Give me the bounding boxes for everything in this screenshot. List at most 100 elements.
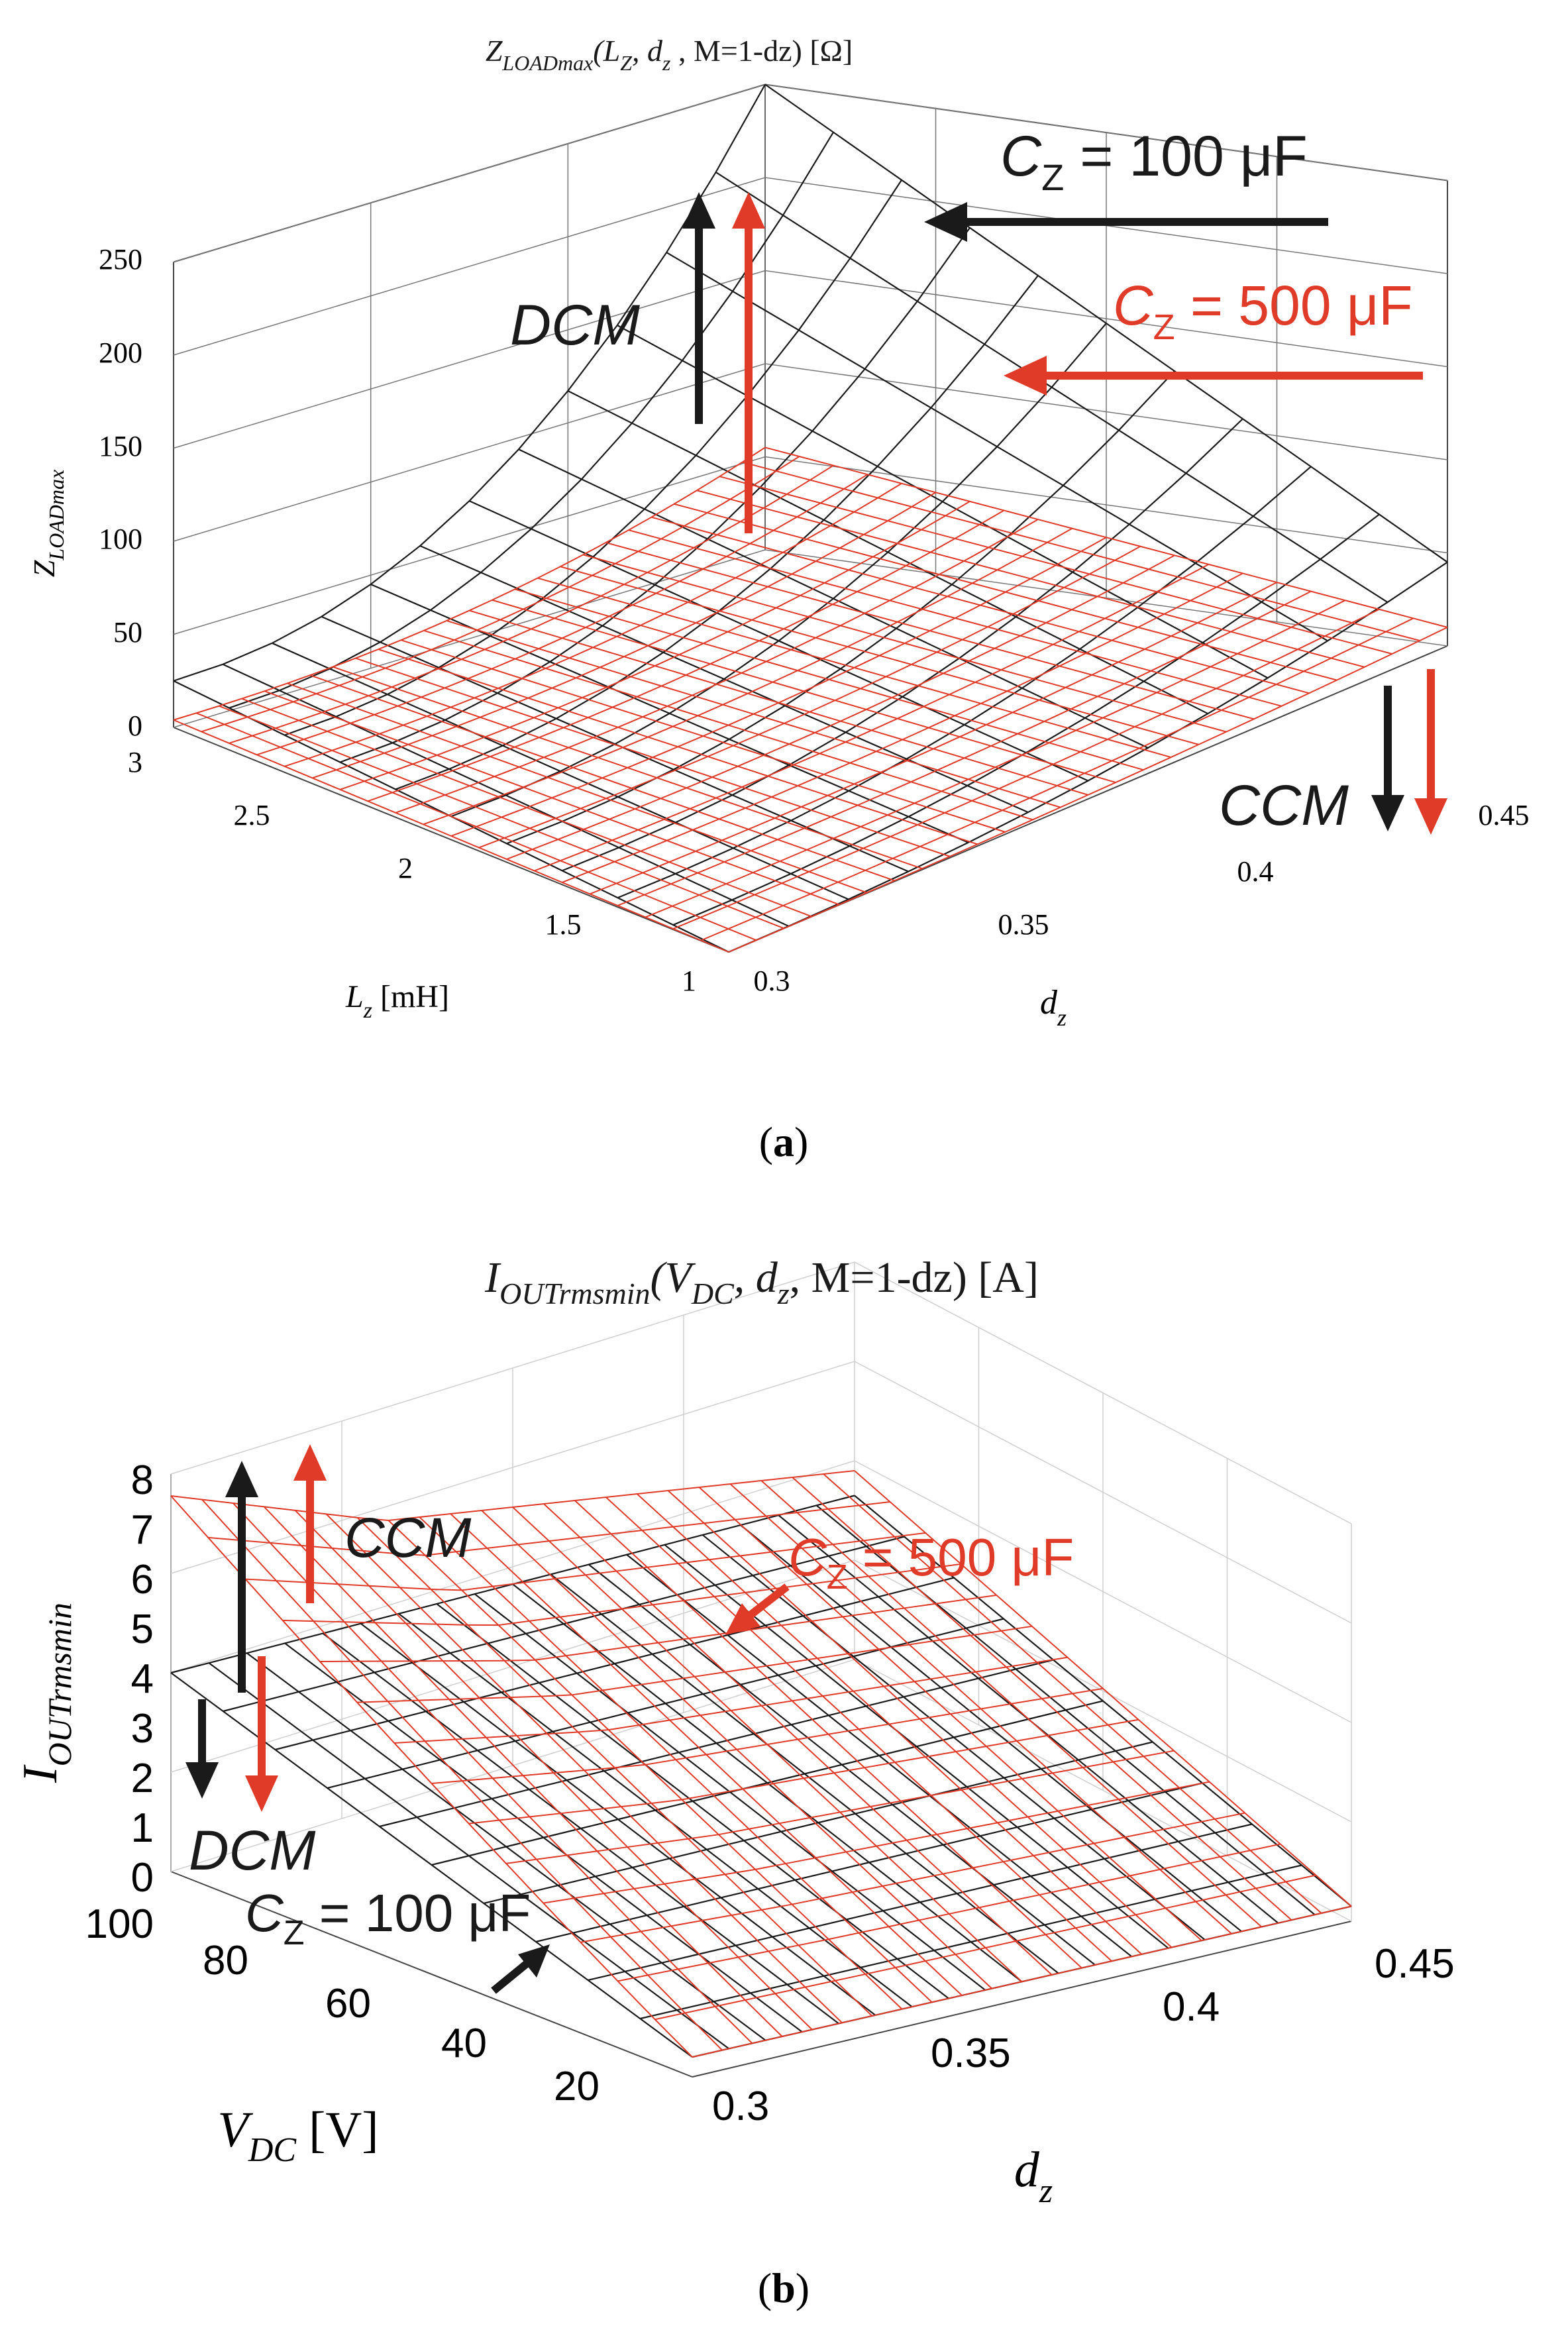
chart-b-surface-cz100-line bbox=[626, 1554, 1133, 1958]
chart-b-ccm-label: CCM bbox=[344, 1507, 471, 1569]
chart-a-surface-cz100-line bbox=[567, 390, 1208, 715]
chart-b-surface-cz100-line bbox=[740, 1524, 1242, 1932]
chart-a-surface-cz100-line bbox=[764, 83, 1448, 563]
chart-b-surface-cz500-line bbox=[325, 1513, 843, 2024]
chart-b-surface-cz500-line bbox=[543, 1503, 1053, 1976]
chart-b-surface-cz500-line bbox=[431, 1687, 1104, 1785]
chart-b-surface-cz100-line bbox=[854, 1495, 1352, 1907]
chart-a-ccm-label: CCM bbox=[1219, 774, 1349, 837]
chart-b-surface-cz500-line bbox=[617, 1843, 1281, 1982]
chart-b-surface-cz500-line bbox=[481, 1510, 992, 1989]
chart-a-z-label: ZLOADmax bbox=[27, 470, 68, 577]
chart-a-surface-cz100-line bbox=[506, 370, 1175, 845]
chart-a-surface-cz500-line bbox=[560, 566, 1199, 745]
chart-a-y-label: dz bbox=[1040, 984, 1067, 1031]
chart-a-cz100-label: CZ = 100 μF bbox=[1000, 125, 1308, 198]
chart-b-surface-cz500-line bbox=[729, 1483, 1232, 1934]
chart-a-z-tick: 0 bbox=[128, 710, 142, 742]
chart-a-surface-cz500-line bbox=[229, 464, 834, 744]
chart-a-surface-cz500-line bbox=[537, 577, 1171, 758]
chart-b-surface-cz500-line bbox=[170, 1495, 693, 2058]
chart-b-z-gridline bbox=[170, 1460, 1352, 1723]
chart-a-ccm-arrow-black bbox=[1371, 686, 1404, 831]
chart-a-dcm-label: DCM bbox=[510, 293, 640, 357]
chart-a-surface-cz500-line bbox=[628, 529, 1282, 707]
chart-a-surface-cz500-line bbox=[355, 657, 951, 857]
chart-b-surface-cz100-line bbox=[360, 1622, 876, 2016]
chart-a-surface-cz500 bbox=[173, 447, 1448, 953]
chart-b-dcm-arrow-red bbox=[245, 1656, 278, 1812]
chart-a-dcm-arrow-black bbox=[682, 192, 715, 424]
chart-b-surface-cz500-line bbox=[450, 1513, 963, 1996]
chart-b-surface-cz500-line bbox=[233, 1503, 753, 2044]
chart-a-surface-cz500-line bbox=[423, 629, 1033, 821]
chart-a-surface-cz500-line bbox=[764, 447, 1448, 628]
chart-b-box-edge bbox=[170, 1871, 693, 2078]
chart-a-surface-cz500-line bbox=[423, 527, 1072, 825]
chart-a-ccm-arrow-red bbox=[1414, 669, 1447, 835]
chart-a-y-tick: 0.45 bbox=[1479, 799, 1530, 831]
chart-b-surface-cz100-line bbox=[436, 1603, 949, 1999]
chart-b-z-tick: 5 bbox=[131, 1607, 154, 1652]
chart-b-surface-cz100-line bbox=[284, 1642, 803, 2033]
chart-a-y-tick: 0.4 bbox=[1237, 855, 1274, 888]
chart-b-surface-cz500-line bbox=[319, 1594, 997, 1662]
chart-a-surface-cz500-line bbox=[696, 490, 1365, 668]
chart-b-z-tick: 4 bbox=[131, 1656, 154, 1702]
chart-a-surface-cz500-line bbox=[719, 476, 1392, 655]
chart-b-surface-cz500-line bbox=[760, 1480, 1262, 1928]
chart-b-surface-cz500-line bbox=[356, 1517, 873, 2017]
chart-b-z-ticks: 0 1 2 3 4 5 6 7 8 bbox=[131, 1457, 154, 1901]
chart-b-surface-cz100-line bbox=[474, 1593, 986, 1991]
chart-b-surface-cz100-line bbox=[588, 1563, 1096, 1966]
chart-a-surface-cz100-line bbox=[715, 172, 1388, 604]
panel-label-b: (b) bbox=[758, 2264, 810, 2311]
chart-a-y-tick: 0.3 bbox=[754, 965, 790, 997]
chart-b-ccm-arrow-red bbox=[293, 1444, 327, 1603]
chart-a-surface-cz500-line bbox=[582, 554, 1227, 733]
chart-b-surface-cz100-line bbox=[398, 1612, 913, 2008]
chart-a-surface-cz500-line bbox=[446, 619, 1061, 808]
chart-a-z-tick: 50 bbox=[113, 616, 142, 649]
chart-b-cz100-arrow bbox=[491, 1944, 550, 1994]
chart-a-cz100-arrow bbox=[924, 202, 1328, 242]
chart-b-surface-cz500-line bbox=[792, 1477, 1292, 1921]
chart-a-y-ticks: 0.3 0.35 0.4 0.45 bbox=[754, 799, 1530, 997]
chart-b-surface-cz100-line bbox=[246, 1652, 766, 2041]
chart-b-surface-cz100-line bbox=[512, 1583, 1023, 1983]
chart-b-box-edge bbox=[692, 1921, 1352, 2078]
chart-a-surface-cz500-line bbox=[378, 649, 978, 845]
chart-b-x-tick: 20 bbox=[554, 2064, 600, 2109]
chart-a-x-label: Lz [mH] bbox=[345, 979, 449, 1023]
chart-b-x-tick: 100 bbox=[85, 1901, 154, 1947]
chart-b-z-tick: 3 bbox=[131, 1706, 154, 1752]
chart-a-surface-cz100-line bbox=[222, 663, 789, 927]
chart-a-box-edge bbox=[173, 727, 729, 953]
panel-label-a: (a) bbox=[759, 1118, 809, 1165]
chart-b-z-label: IOUTrmsmin bbox=[13, 1603, 78, 1783]
chart-b-z-tick: 6 bbox=[131, 1557, 154, 1603]
chart-b-surface-cz500-line bbox=[201, 1499, 723, 2051]
chart-b-surface-cz100-line bbox=[322, 1632, 839, 2025]
chart-a-surface-cz500-line bbox=[605, 542, 1255, 720]
chart-b-surface-cz500 bbox=[170, 1470, 1352, 2058]
chart-b-y-ticks: 0.3 0.35 0.4 0.45 bbox=[712, 1941, 1455, 2129]
chart-a-surface-cz500-line bbox=[651, 516, 1310, 694]
chart-b-x-tick: 80 bbox=[203, 1938, 248, 1983]
chart-b-surface-cz500-line bbox=[605, 1497, 1112, 1962]
chart-b-surface-cz500-line bbox=[512, 1507, 1023, 1982]
chart-a-arrows bbox=[682, 192, 1447, 835]
chart-b-surface-cz500-line bbox=[698, 1487, 1202, 1941]
chart-a-x-tick: 2.5 bbox=[234, 799, 270, 831]
chart-b-x-tick: 60 bbox=[325, 1981, 371, 2027]
chart-b-z-tick: 0 bbox=[131, 1855, 154, 1901]
chart-b-y-tick: 0.45 bbox=[1375, 1941, 1455, 1987]
chart-a-surface-cz100-line bbox=[469, 500, 1088, 782]
chart-b-cz500-label: CZ = 500 μF bbox=[788, 1528, 1074, 1597]
chart-b-surface-cz500-line bbox=[388, 1520, 903, 2010]
chart-b-surface-cz500-line bbox=[636, 1493, 1143, 1955]
chart-b-surface-cz500-line bbox=[574, 1500, 1082, 1969]
chart-a-surface-cz500-line bbox=[401, 639, 1006, 833]
chart-a-x-ticks: 1 1.5 2 2.5 3 bbox=[128, 746, 696, 997]
chart-a-surface-cz100-line bbox=[419, 545, 1029, 814]
